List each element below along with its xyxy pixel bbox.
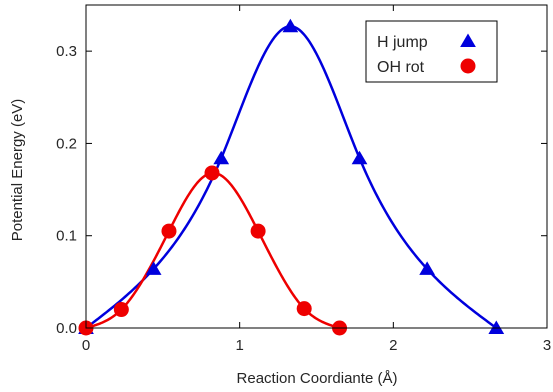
plot-frame bbox=[85, 4, 548, 329]
legend-marker-oh-rot bbox=[460, 58, 476, 74]
x-tick-label: 1 bbox=[235, 337, 243, 354]
legend-label-h-jump: H jump bbox=[377, 34, 428, 51]
x-tick-label: 3 bbox=[543, 337, 551, 354]
data-point-h-jump bbox=[419, 261, 436, 275]
y-tick-label: 0.3 bbox=[56, 43, 77, 60]
data-point-h-jump bbox=[488, 320, 505, 334]
x-tick-label: 0 bbox=[82, 337, 90, 354]
data-point-h-jump bbox=[213, 150, 230, 165]
data-markers bbox=[78, 18, 505, 336]
x-tick-label: 2 bbox=[389, 337, 397, 354]
legend-marker-h-jump bbox=[460, 33, 476, 47]
y-tick-label: 0.0 bbox=[56, 320, 77, 337]
data-point-h-jump bbox=[351, 150, 368, 165]
data-point-oh-rot bbox=[296, 301, 312, 317]
data-point-oh-rot bbox=[250, 223, 266, 239]
tick-labels: 0 1 2 3 0.0 0.1 0.2 0.3 bbox=[56, 43, 551, 354]
data-point-oh-rot bbox=[161, 223, 177, 239]
x-axis-title: Reaction Coordiante (Å) bbox=[237, 370, 398, 387]
legend-box bbox=[365, 20, 498, 83]
data-point-h-jump bbox=[145, 261, 162, 275]
y-tick-label: 0.2 bbox=[56, 135, 77, 152]
y-tick-label: 0.1 bbox=[56, 228, 77, 245]
data-point-oh-rot bbox=[113, 302, 129, 318]
legend-label-oh-rot: OH rot bbox=[377, 59, 425, 76]
data-point-h-jump bbox=[282, 18, 299, 33]
axes bbox=[85, 4, 548, 329]
data-point-oh-rot bbox=[204, 165, 220, 181]
y-axis-title: Potential Energy (eV) bbox=[9, 99, 26, 242]
legend: H jump OH rot bbox=[365, 20, 498, 83]
